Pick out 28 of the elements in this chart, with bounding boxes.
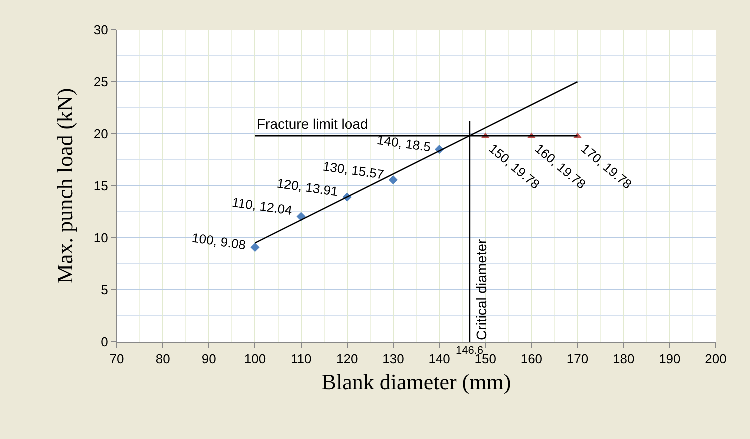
y-tick-label: 15 <box>94 178 108 194</box>
x-axis-title: Blank diameter (mm) <box>322 370 512 394</box>
x-tick-label: 80 <box>156 352 170 367</box>
text: Critical diameter <box>473 238 490 340</box>
x-tick-label: 140 <box>428 352 450 367</box>
x-tick-label: 170 <box>566 352 589 367</box>
x-tick-label: 180 <box>613 352 635 367</box>
x-tick-label: 160 <box>520 352 543 367</box>
x-tick-label: 100 <box>244 352 266 367</box>
x-tick-label: 70 <box>110 352 124 367</box>
x-tick-label: 190 <box>659 352 681 367</box>
x-tick-label: 110 <box>290 352 312 367</box>
data-label: 100, 9.08 <box>191 230 248 253</box>
series-label: Fracture limit load <box>257 116 368 132</box>
x-tick-label: 130 <box>382 352 404 367</box>
y-tick-label: 5 <box>101 282 108 298</box>
y-tick-label: 10 <box>94 230 108 246</box>
point <box>388 176 398 185</box>
y-tick-label: 20 <box>94 126 108 142</box>
y-tick-label: 25 <box>94 74 108 90</box>
point <box>250 243 260 252</box>
x-tick-label: 90 <box>202 352 216 367</box>
x-tick-label: 200 <box>705 352 727 367</box>
y-axis-title: Max. punch load (kN) <box>52 88 78 284</box>
x-tick-label: 120 <box>336 352 358 367</box>
y-tick-label: 30 <box>94 22 108 38</box>
y-tick-label: 0 <box>101 334 108 350</box>
data-label: 140, 18.5 <box>376 132 432 155</box>
